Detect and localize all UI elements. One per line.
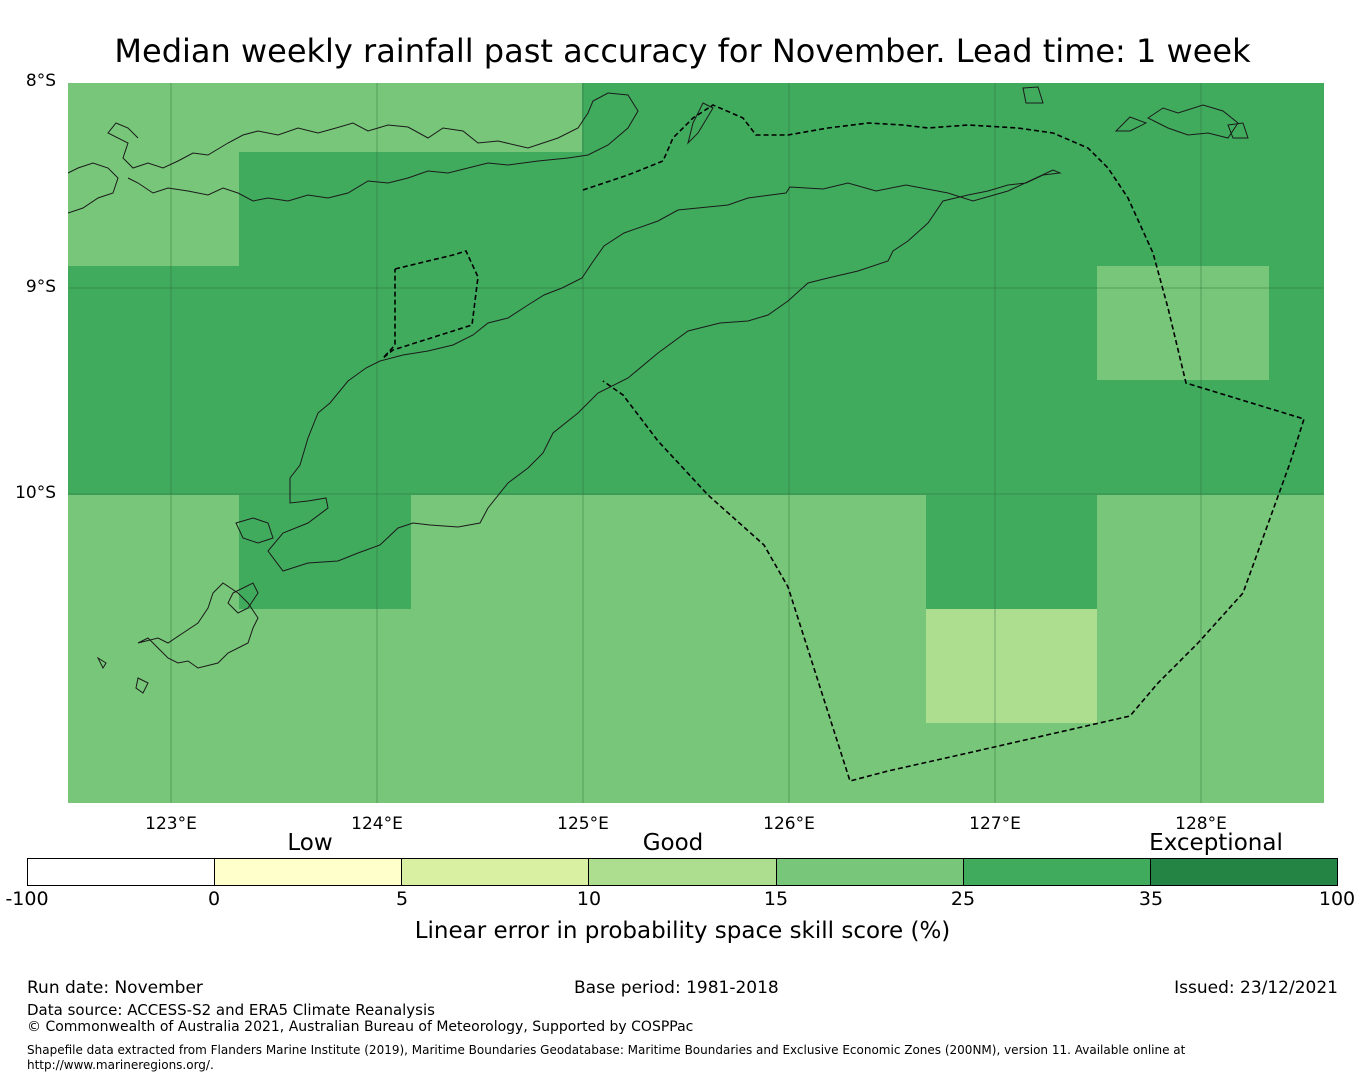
copyright-notice: © Commonwealth of Australia 2021, Austra… — [27, 1019, 694, 1035]
colorbar-tick: 35 — [1138, 888, 1164, 910]
map-svg — [68, 83, 1324, 803]
legend-colorbar — [27, 858, 1338, 886]
lat-label-10s: 10°S — [15, 483, 56, 503]
colorbar-tick: 10 — [576, 888, 602, 910]
map-title: Median weekly rainfall past accuracy for… — [114, 32, 1251, 70]
legend-category-exceptional: Exceptional — [1149, 830, 1283, 856]
skill-cell — [239, 495, 411, 609]
skill-cell — [239, 152, 582, 266]
issued-date: Issued: 23/12/2021 — [1174, 978, 1338, 998]
rote-coastline — [227, 582, 259, 614]
colorbar-segment — [963, 859, 1151, 885]
legend-category-good: Good — [642, 830, 704, 856]
base-period: Base period: 1981-2018 — [574, 978, 779, 998]
colorbar-segment — [215, 859, 403, 885]
islet-coastline — [135, 677, 149, 694]
timor-coastline — [267, 169, 1062, 572]
wetar-coastline — [1147, 104, 1239, 139]
colorbar-tick: 5 — [395, 888, 409, 910]
eez-boundary — [582, 104, 1306, 782]
sumba-coastline — [137, 582, 259, 669]
skill-cell — [582, 83, 1324, 266]
semau-coastline — [235, 517, 274, 544]
colorbar-title: Linear error in probability space skill … — [414, 918, 951, 944]
shapefile-credit: Shapefile data extracted from Flanders M… — [27, 1043, 1186, 1072]
colorbar-tick: -100 — [5, 888, 49, 910]
islet-coastline — [1022, 86, 1044, 104]
skill-cell — [1097, 266, 1269, 380]
skill-score-map — [68, 83, 1324, 803]
lon-label-124e: 124°E — [351, 814, 403, 834]
lon-label-123e: 123°E — [145, 814, 197, 834]
colorbar-segment — [28, 859, 216, 885]
colorbar-segment — [776, 859, 964, 885]
legend-category-low: Low — [287, 830, 333, 856]
colorbar-segment — [402, 859, 590, 885]
lon-label-127e: 127°E — [969, 814, 1021, 834]
lat-label-8s: 8°S — [25, 71, 56, 91]
data-source: Data source: ACCESS-S2 and ERA5 Climate … — [27, 1001, 435, 1019]
islet-coastline — [687, 102, 714, 145]
run-date: Run date: November — [27, 978, 203, 998]
islet-coastline — [96, 656, 107, 670]
colorbar-tick: 100 — [1318, 888, 1356, 910]
islet-coastline — [1227, 122, 1249, 139]
skill-cells — [68, 83, 1324, 803]
colorbar-segment — [1150, 859, 1337, 885]
colorbar-tick: 15 — [763, 888, 789, 910]
coastlines — [68, 86, 1249, 694]
skill-cell — [926, 609, 1097, 723]
lat-label-9s: 9°S — [25, 277, 56, 297]
flores-coastline — [68, 162, 119, 214]
islet-coastline — [1114, 116, 1148, 132]
graticule — [68, 83, 1324, 803]
maritime-boundary — [382, 104, 1306, 782]
lon-label-126e: 126°E — [763, 814, 815, 834]
lon-label-125e: 125°E — [557, 814, 609, 834]
skill-cell — [926, 495, 1097, 609]
colorbar-tick: 25 — [950, 888, 976, 910]
colorbar-tick: 0 — [207, 888, 221, 910]
lon-label-128e: 128°E — [1175, 814, 1227, 834]
colorbar-segment — [589, 859, 777, 885]
alor-coastline — [107, 92, 639, 202]
